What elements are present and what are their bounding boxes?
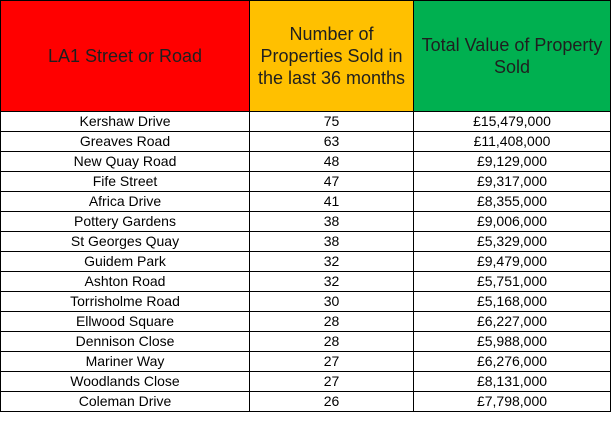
count-cell: 32: [249, 271, 414, 292]
street-cell: Woodlands Close: [0, 371, 250, 392]
value-cell: £9,006,000: [413, 211, 611, 232]
property-sales-sheet: LA1 Street or Road Number of Properties …: [0, 0, 611, 412]
value-cell: £9,479,000: [413, 251, 611, 272]
value-cell: £9,317,000: [413, 171, 611, 192]
count-cell: 48: [249, 151, 414, 172]
table-row: Fife Street 47 £9,317,000: [0, 171, 611, 192]
count-cell: 30: [249, 291, 414, 312]
header-properties-sold: Number of Properties Sold in the last 36…: [249, 0, 414, 112]
street-cell: Ashton Road: [0, 271, 250, 292]
table-row: Kershaw Drive 75 £15,479,000: [0, 111, 611, 132]
count-cell: 27: [249, 351, 414, 372]
value-cell: £5,751,000: [413, 271, 611, 292]
table-row: Torrisholme Road 30 £5,168,000: [0, 291, 611, 312]
count-cell: 28: [249, 311, 414, 332]
count-cell: 38: [249, 211, 414, 232]
table-row: Coleman Drive 26 £7,798,000: [0, 391, 611, 412]
table-row: Ellwood Square 28 £6,227,000: [0, 311, 611, 332]
street-cell: Africa Drive: [0, 191, 250, 212]
table-row: Pottery Gardens 38 £9,006,000: [0, 211, 611, 232]
street-cell: Pottery Gardens: [0, 211, 250, 232]
table-row: Guidem Park 32 £9,479,000: [0, 251, 611, 272]
street-cell: Mariner Way: [0, 351, 250, 372]
count-cell: 28: [249, 331, 414, 352]
header-street: LA1 Street or Road: [0, 0, 250, 112]
street-cell: Guidem Park: [0, 251, 250, 272]
table-row: Mariner Way 27 £6,276,000: [0, 351, 611, 372]
street-cell: New Quay Road: [0, 151, 250, 172]
table-row: New Quay Road 48 £9,129,000: [0, 151, 611, 172]
value-cell: £6,227,000: [413, 311, 611, 332]
value-cell: £6,276,000: [413, 351, 611, 372]
street-cell: Torrisholme Road: [0, 291, 250, 312]
header-row: LA1 Street or Road Number of Properties …: [0, 0, 611, 112]
value-cell: £5,988,000: [413, 331, 611, 352]
value-cell: £5,329,000: [413, 231, 611, 252]
street-cell: Ellwood Square: [0, 311, 250, 332]
count-cell: 26: [249, 391, 414, 412]
count-cell: 75: [249, 111, 414, 132]
table-row: Greaves Road 63 £11,408,000: [0, 131, 611, 152]
street-cell: Kershaw Drive: [0, 111, 250, 132]
table-row: Africa Drive 41 £8,355,000: [0, 191, 611, 212]
value-cell: £5,168,000: [413, 291, 611, 312]
value-cell: £9,129,000: [413, 151, 611, 172]
street-cell: Coleman Drive: [0, 391, 250, 412]
value-cell: £8,131,000: [413, 371, 611, 392]
street-cell: Greaves Road: [0, 131, 250, 152]
table-row: St Georges Quay 38 £5,329,000: [0, 231, 611, 252]
street-cell: St Georges Quay: [0, 231, 250, 252]
count-cell: 63: [249, 131, 414, 152]
table-row: Ashton Road 32 £5,751,000: [0, 271, 611, 292]
count-cell: 32: [249, 251, 414, 272]
street-cell: Dennison Close: [0, 331, 250, 352]
value-cell: £7,798,000: [413, 391, 611, 412]
value-cell: £8,355,000: [413, 191, 611, 212]
header-total-value: Total Value of Property Sold: [413, 0, 611, 112]
count-cell: 47: [249, 171, 414, 192]
street-cell: Fife Street: [0, 171, 250, 192]
table-row: Dennison Close 28 £5,988,000: [0, 331, 611, 352]
value-cell: £11,408,000: [413, 131, 611, 152]
value-cell: £15,479,000: [413, 111, 611, 132]
count-cell: 38: [249, 231, 414, 252]
table-row: Woodlands Close 27 £8,131,000: [0, 371, 611, 392]
property-sales-table: LA1 Street or Road Number of Properties …: [0, 0, 611, 412]
count-cell: 27: [249, 371, 414, 392]
count-cell: 41: [249, 191, 414, 212]
